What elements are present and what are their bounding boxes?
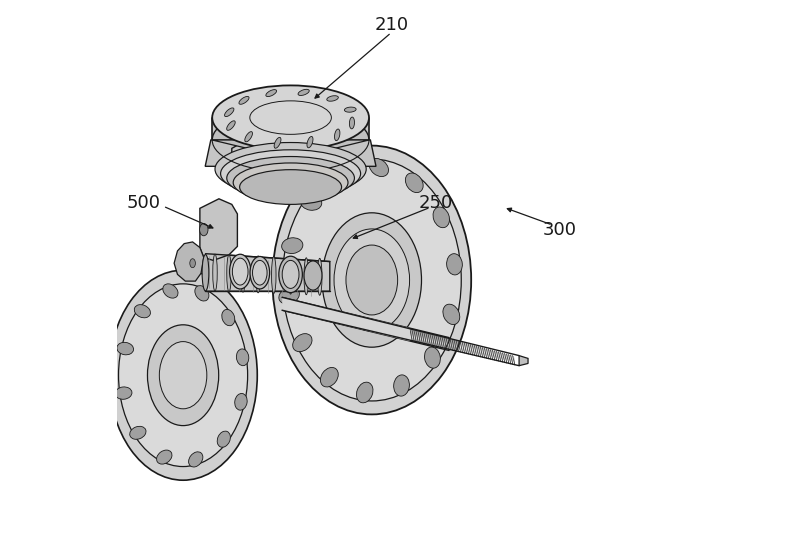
Ellipse shape [349, 117, 354, 129]
Ellipse shape [250, 256, 270, 289]
Ellipse shape [195, 286, 209, 301]
Ellipse shape [369, 158, 388, 176]
Ellipse shape [283, 159, 461, 401]
Polygon shape [272, 280, 471, 300]
Ellipse shape [322, 213, 422, 347]
Ellipse shape [272, 146, 471, 414]
Ellipse shape [301, 194, 322, 211]
Ellipse shape [307, 137, 313, 148]
Ellipse shape [118, 284, 248, 466]
Ellipse shape [163, 284, 178, 298]
Ellipse shape [148, 325, 218, 426]
Ellipse shape [256, 256, 260, 293]
Polygon shape [206, 254, 330, 291]
Ellipse shape [346, 245, 398, 315]
Ellipse shape [357, 382, 373, 403]
Text: 210: 210 [374, 16, 408, 34]
Ellipse shape [334, 229, 410, 331]
Polygon shape [212, 118, 369, 140]
Ellipse shape [199, 223, 208, 236]
Ellipse shape [345, 107, 357, 112]
Ellipse shape [406, 173, 423, 193]
Ellipse shape [212, 86, 369, 150]
Ellipse shape [129, 426, 146, 439]
Text: 500: 500 [127, 194, 161, 212]
Ellipse shape [225, 108, 234, 116]
Ellipse shape [279, 287, 299, 304]
Ellipse shape [321, 367, 338, 387]
Ellipse shape [190, 259, 195, 268]
Ellipse shape [304, 261, 322, 290]
Ellipse shape [272, 256, 276, 293]
Polygon shape [174, 242, 204, 281]
Ellipse shape [109, 270, 257, 480]
Ellipse shape [239, 96, 249, 104]
Ellipse shape [327, 96, 338, 101]
Ellipse shape [266, 90, 276, 96]
Ellipse shape [212, 108, 369, 172]
Ellipse shape [245, 132, 252, 142]
Ellipse shape [221, 150, 360, 198]
Ellipse shape [134, 305, 150, 318]
Ellipse shape [233, 258, 248, 285]
Text: 250: 250 [419, 194, 453, 212]
Ellipse shape [215, 143, 366, 196]
Ellipse shape [218, 431, 230, 447]
Ellipse shape [227, 157, 354, 200]
Ellipse shape [202, 254, 209, 291]
Ellipse shape [233, 163, 348, 202]
Ellipse shape [334, 129, 340, 141]
Polygon shape [519, 356, 528, 366]
Ellipse shape [222, 310, 235, 326]
Ellipse shape [241, 255, 245, 292]
Ellipse shape [229, 254, 251, 289]
Ellipse shape [304, 258, 309, 295]
Ellipse shape [282, 238, 303, 254]
Ellipse shape [288, 257, 293, 294]
Polygon shape [200, 199, 237, 260]
Polygon shape [212, 140, 369, 152]
Ellipse shape [433, 207, 449, 228]
Ellipse shape [332, 166, 353, 183]
Ellipse shape [298, 90, 309, 96]
Ellipse shape [443, 304, 460, 325]
Ellipse shape [189, 452, 202, 467]
Ellipse shape [425, 347, 441, 368]
Ellipse shape [252, 260, 267, 285]
Ellipse shape [235, 394, 247, 410]
Ellipse shape [394, 375, 410, 396]
Ellipse shape [117, 342, 133, 355]
Ellipse shape [226, 121, 235, 130]
Ellipse shape [237, 349, 249, 366]
Polygon shape [282, 297, 410, 341]
Polygon shape [205, 140, 376, 166]
Polygon shape [232, 141, 272, 189]
Ellipse shape [293, 334, 312, 352]
Ellipse shape [160, 342, 206, 409]
Ellipse shape [227, 255, 231, 292]
Ellipse shape [213, 254, 218, 291]
Ellipse shape [274, 137, 281, 148]
Ellipse shape [282, 260, 299, 288]
Ellipse shape [240, 170, 341, 204]
Ellipse shape [115, 387, 132, 399]
Ellipse shape [279, 256, 303, 293]
Ellipse shape [446, 254, 462, 275]
Ellipse shape [156, 450, 172, 464]
Text: 300: 300 [542, 221, 576, 239]
Ellipse shape [318, 258, 322, 295]
